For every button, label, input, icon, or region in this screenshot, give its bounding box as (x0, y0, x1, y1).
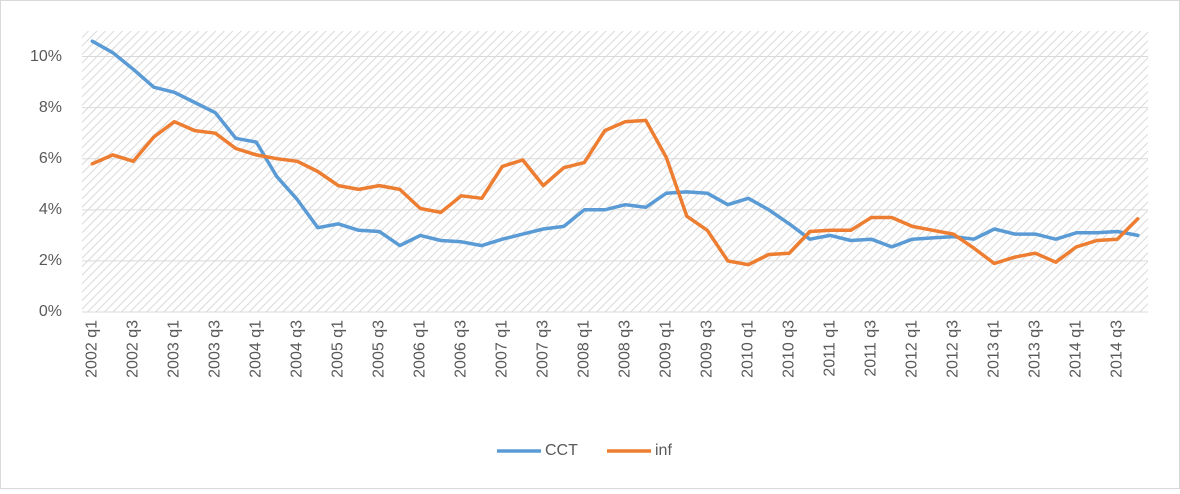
x-tick-label: 2014 q3 (1108, 320, 1125, 378)
x-tick-label: 2010 q3 (780, 320, 797, 378)
x-tick-label: 2012 q1 (903, 320, 920, 378)
x-tick-label: 2013 q3 (1026, 320, 1043, 378)
line-series (90, 39, 1140, 249)
x-tick-label: 2010 q1 (739, 320, 756, 378)
legend-label: CCT (545, 442, 578, 459)
x-tick-label: 2008 q3 (616, 320, 633, 378)
x-tick-label: 2002 q3 (124, 320, 141, 378)
y-tick-label: 8% (39, 99, 62, 116)
x-tick-label: 2007 q3 (534, 320, 551, 378)
legend-label: inf (655, 442, 672, 459)
x-tick-label: 2006 q1 (411, 320, 428, 378)
y-tick-label: 6% (39, 150, 62, 167)
x-tick-label: 2011 q3 (862, 320, 879, 377)
x-tick-label: 2012 q3 (944, 320, 961, 378)
x-tick-label: 2003 q1 (165, 320, 182, 378)
x-tick-label: 2009 q1 (657, 320, 674, 378)
x-tick-label: 2007 q1 (493, 320, 510, 378)
x-tick-label: 2013 q1 (985, 320, 1002, 378)
y-tick-label: 2% (39, 252, 62, 269)
x-tick-label: 2009 q3 (698, 320, 715, 378)
x-tick-label: 2003 q3 (206, 320, 223, 378)
x-tick-label: 2008 q1 (575, 320, 592, 378)
x-tick-label: 2011 q1 (821, 320, 838, 377)
x-tick-label: 2004 q1 (247, 320, 264, 378)
line-series (90, 118, 1140, 267)
y-tick-label: 4% (39, 201, 62, 218)
plot-background (82, 31, 1148, 312)
y-tick-label: 0% (39, 303, 62, 320)
x-tick-label: 2006 q3 (452, 320, 469, 378)
x-tick-label: 2005 q3 (370, 320, 387, 378)
x-tick-label: 2014 q1 (1067, 320, 1084, 378)
x-tick-label: 2005 q1 (329, 320, 346, 378)
x-tick-label: 2002 q1 (83, 320, 100, 378)
y-tick-label: 10% (30, 48, 62, 65)
x-tick-label: 2004 q3 (288, 320, 305, 378)
